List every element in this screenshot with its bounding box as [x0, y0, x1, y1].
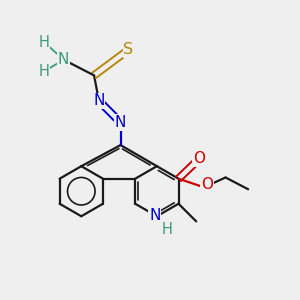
Text: S: S [123, 42, 134, 57]
Text: N: N [93, 93, 105, 108]
Text: O: O [201, 177, 213, 192]
Text: H: H [161, 223, 172, 238]
Text: H: H [39, 34, 50, 50]
Text: N: N [149, 208, 160, 223]
Text: N: N [115, 115, 126, 130]
Text: H: H [39, 64, 50, 79]
Text: N: N [58, 52, 69, 67]
Text: O: O [193, 151, 205, 166]
